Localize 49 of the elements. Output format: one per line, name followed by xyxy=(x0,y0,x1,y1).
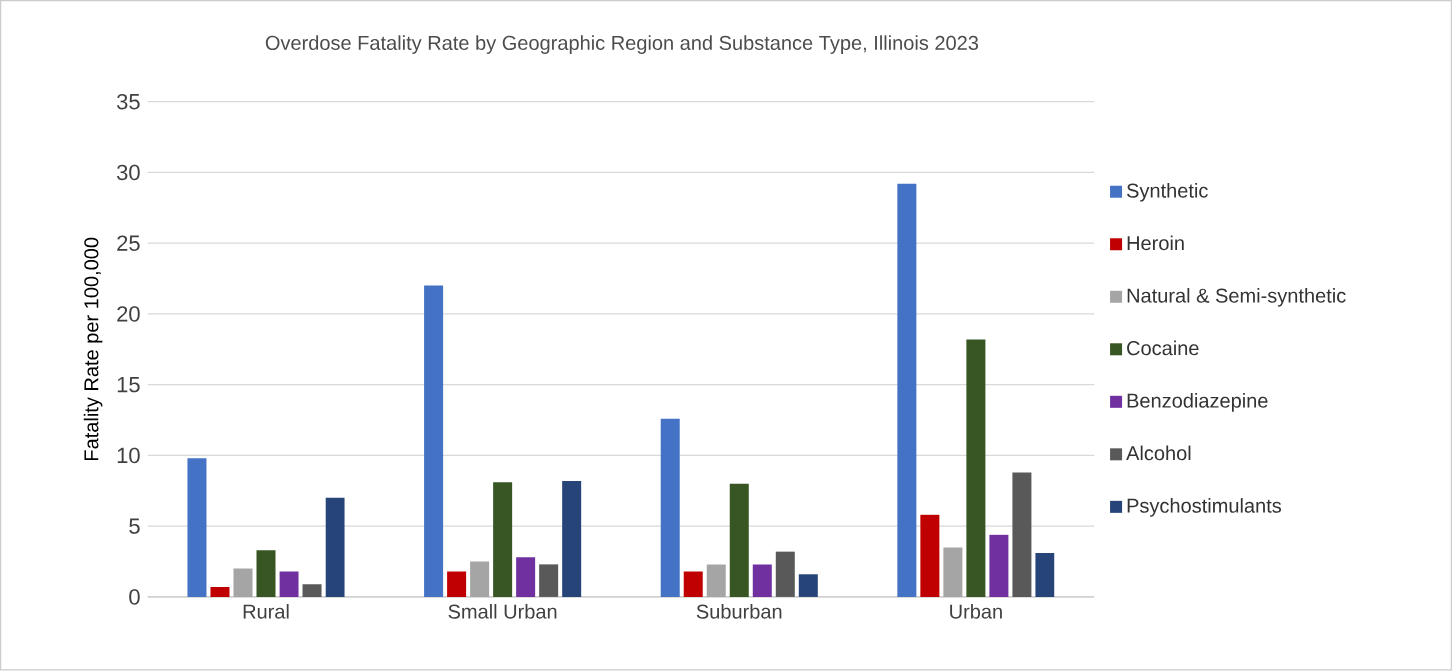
y-axis-title: Fatality Rate per 100,000 xyxy=(83,237,103,461)
x-tick-label: Rural xyxy=(243,604,289,619)
y-tick-label: 10 xyxy=(117,447,140,464)
chart-title: Overdose Fatality Rate by Geographic Region and Substance Type, Illinois 2023 xyxy=(265,35,979,55)
bar xyxy=(562,481,582,598)
legend-label: Synthetic xyxy=(1126,183,1208,202)
legend-label: Benzodiazepine xyxy=(1127,393,1268,412)
legend-label: Heroin xyxy=(1127,235,1184,251)
x-tick-label: Urban xyxy=(950,604,1002,619)
bar xyxy=(943,547,963,598)
y-tick-label: 35 xyxy=(116,94,140,110)
bar xyxy=(256,550,276,598)
bar xyxy=(424,285,444,598)
bar xyxy=(706,564,726,598)
y-tick-label: 0 xyxy=(129,589,140,605)
bar xyxy=(966,339,986,598)
bar xyxy=(1035,553,1055,598)
bar xyxy=(302,584,322,598)
y-tick-label: 25 xyxy=(117,235,140,252)
legend-label: Natural & Semi-synthetic xyxy=(1127,288,1346,307)
bar xyxy=(470,561,490,598)
bar xyxy=(187,458,207,598)
bar xyxy=(729,483,749,598)
y-tick-label: 30 xyxy=(116,164,140,181)
x-tick-label: Suburban xyxy=(696,604,782,619)
bar xyxy=(279,571,299,598)
legend-label: Cocaine xyxy=(1127,340,1199,356)
y-tick-label: 15 xyxy=(117,377,140,393)
legend-label: Alcohol xyxy=(1126,445,1191,461)
legend-label: Psychostimulants xyxy=(1127,498,1282,517)
bar xyxy=(210,587,230,598)
x-tick-label: Small Urban xyxy=(448,604,557,619)
bar xyxy=(493,482,513,598)
bar xyxy=(920,515,940,598)
bar xyxy=(325,498,345,598)
bar xyxy=(516,557,536,598)
bar xyxy=(447,571,467,598)
bar xyxy=(798,574,818,598)
bar xyxy=(1012,472,1032,598)
y-tick-label: 5 xyxy=(129,518,140,535)
bar xyxy=(660,418,680,598)
bar xyxy=(989,534,1009,598)
bar xyxy=(233,568,253,598)
bar xyxy=(775,551,795,598)
y-tick-label: 20 xyxy=(117,306,140,322)
bar xyxy=(683,571,703,598)
bar xyxy=(897,183,917,598)
bar xyxy=(539,564,559,598)
bar xyxy=(752,564,772,598)
